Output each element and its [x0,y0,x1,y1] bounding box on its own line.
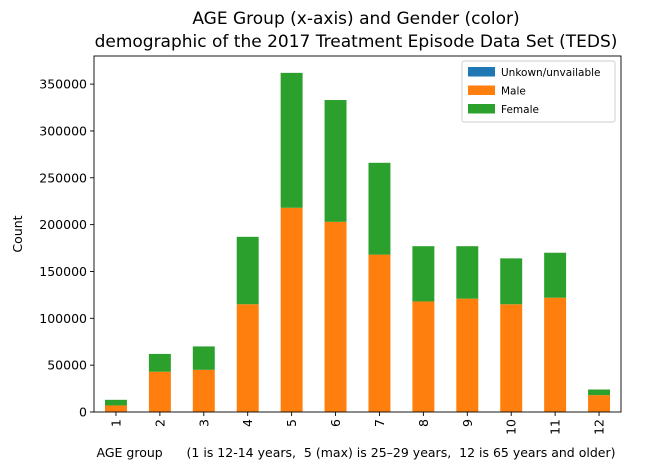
y-tick-label: 200000 [39,217,87,232]
bar-female-group-4 [236,236,259,305]
bar-male-group-8 [412,301,435,412]
bar-male-group-7 [368,254,391,412]
y-tick-label: 150000 [39,264,87,279]
x-tick-label: 8 [416,419,431,427]
bar-male-group-4 [236,304,259,412]
plot-area-frame [93,55,622,413]
bar-male-group-1 [104,405,127,412]
legend-swatch [468,85,495,95]
x-tick-label: 2 [152,419,167,427]
legend-label: Female [501,104,539,116]
x-tick-label: 5 [284,419,299,427]
bar-female-group-10 [500,258,523,305]
x-tick-label: 10 [504,419,519,435]
chart-title-line-2: demographic of the 2017 Treatment Episod… [95,32,618,52]
bar-male-group-5 [280,207,303,412]
bar-female-group-6 [324,100,347,222]
y-tick-label: 350000 [39,77,87,92]
bar-female-group-1 [104,399,127,406]
legend: Unkown/unvailable Male Female [461,60,616,123]
bar-female-group-9 [456,246,479,299]
y-tick-label: 50000 [47,358,87,373]
bar-female-group-8 [412,246,435,302]
bar-male-group-3 [192,369,215,412]
bar-female-group-12 [588,389,611,396]
y-tick-label: 100000 [39,311,87,326]
x-tick-label: 1 [108,419,123,427]
bars-group [104,72,611,412]
x-tick-label: 7 [372,419,387,427]
bar-female-group-11 [544,252,567,298]
legend-frame [461,60,616,123]
x-tick-label: 4 [240,419,255,427]
bar-male-group-9 [456,298,479,412]
bar-male-group-2 [148,371,171,412]
bar-male-group-12 [588,395,611,412]
y-tick-label: 300000 [39,123,87,138]
x-tick-label: 9 [460,419,475,427]
bar-male-group-10 [500,304,523,412]
x-tick-label: 6 [328,419,343,427]
legend-swatch [468,67,495,77]
y-tick-label: 250000 [39,170,87,185]
bar-female-group-7 [368,162,391,255]
legend-swatch [468,104,495,114]
x-tick-label: 3 [196,419,211,427]
x-tick-label: 11 [548,419,563,435]
y-axis-ticks: 0 50000 100000 150000 200000 250000 300000 3500… [39,77,94,420]
bar-female-group-5 [280,72,303,208]
bar-female-group-2 [148,353,171,372]
bar-male-group-11 [544,297,567,412]
legend-label: Unkown/unvailable [501,67,601,79]
y-tick-label: 0 [79,405,87,420]
bar-female-group-3 [192,346,215,370]
x-tick-label: 12 [592,419,607,435]
chart-title-line-1: AGE Group (x-axis) and Gender (color) [192,9,519,29]
x-axis-label: AGE group (1 is 12-14 years, 5 (max) is … [97,445,616,460]
legend-label: Male [501,86,526,98]
x-axis-ticks: 1 2 3 4 5 6 7 8 9 10 11 12 [108,412,607,435]
bar-male-group-6 [324,221,347,412]
y-axis-label: Count [10,215,25,252]
